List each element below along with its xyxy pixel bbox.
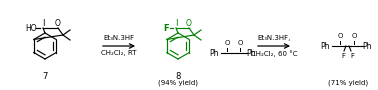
Text: O: O <box>186 19 192 28</box>
Text: F: F <box>163 23 169 32</box>
Text: Et₃N.3HF,: Et₃N.3HF, <box>257 35 291 41</box>
Text: Ph: Ph <box>320 41 330 50</box>
Text: (71% yield): (71% yield) <box>328 79 368 86</box>
Text: CH₂Cl₂, RT: CH₂Cl₂, RT <box>101 50 137 56</box>
Text: F: F <box>341 53 345 59</box>
Text: Ph: Ph <box>246 49 256 58</box>
Text: Et₃N.3HF: Et₃N.3HF <box>104 35 135 41</box>
Text: O: O <box>337 33 343 39</box>
Text: HO: HO <box>25 23 37 32</box>
Text: F: F <box>350 53 354 59</box>
Text: I: I <box>42 19 44 28</box>
Text: CH₂Cl₂, 60 °C: CH₂Cl₂, 60 °C <box>251 50 297 57</box>
Text: Ph: Ph <box>209 49 219 58</box>
Text: O: O <box>237 40 243 46</box>
Text: I: I <box>175 19 178 28</box>
Text: Ph: Ph <box>362 41 372 50</box>
Text: O: O <box>55 19 61 28</box>
Text: O: O <box>351 33 357 39</box>
Text: 7: 7 <box>42 72 48 81</box>
Text: O: O <box>224 40 230 46</box>
Text: (94% yield): (94% yield) <box>158 79 198 86</box>
Text: 8: 8 <box>175 72 181 81</box>
